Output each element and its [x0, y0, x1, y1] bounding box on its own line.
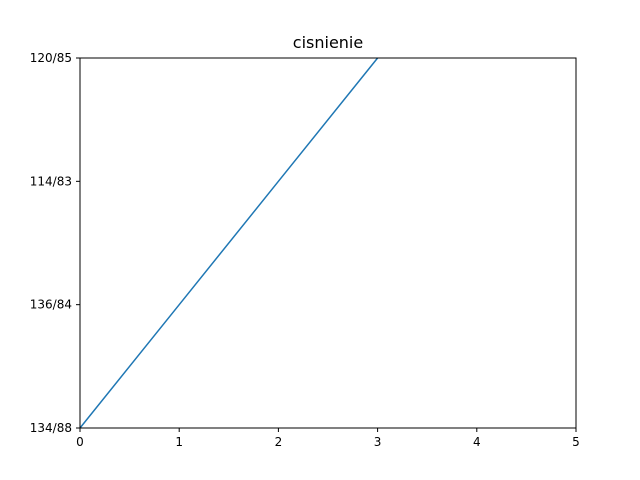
y-axis: 134/88 136/84 114/83 120/85: [30, 51, 80, 435]
y-tick-label: 114/83: [30, 174, 72, 188]
plot-frame: [79, 57, 577, 429]
x-tick-label: 4: [473, 435, 481, 449]
y-tick-label: 136/84: [30, 298, 72, 312]
x-axis: 0 1 2 3 4 5: [76, 428, 580, 449]
y-tick-label: 134/88: [30, 421, 72, 435]
x-tick-label: 1: [175, 435, 183, 449]
plot-area: [79, 57, 379, 429]
x-tick-label: 2: [275, 435, 283, 449]
y-tick-label: 120/85: [30, 51, 72, 65]
series-line: [79, 57, 379, 429]
x-tick-label: 3: [374, 435, 382, 449]
x-tick-label: 5: [572, 435, 580, 449]
x-tick-label: 0: [76, 435, 84, 449]
chart-title: cisnienie: [293, 33, 363, 52]
